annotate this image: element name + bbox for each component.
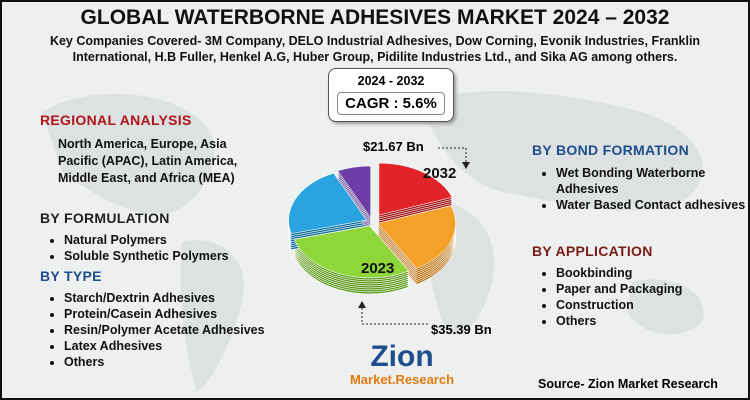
title: GLOBAL WATERBORNE ADHESIVES MARKET 2024 … [80, 6, 670, 29]
value-label: $21.67 Bn [363, 139, 424, 154]
cagr-period: 2024 - 2032 [357, 74, 425, 88]
list-item: Latex Adhesives [64, 338, 265, 354]
list-item: Construction [556, 297, 682, 313]
value-label: $35.39 Bn [431, 322, 492, 337]
section-title: BY FORMULATION [40, 210, 170, 226]
pie-slice [293, 225, 410, 279]
pie-slice [377, 205, 456, 269]
pie-slice [378, 162, 453, 216]
list-item: Resin/Polymer Acetate Adhesives [64, 322, 265, 338]
source: Source- Zion Market Research [538, 377, 718, 391]
list: Starch/Dextrin AdhesivesProtein/Casein A… [26, 290, 265, 370]
list: BookbindingPaper and PackagingConstructi… [518, 265, 682, 329]
section-title: BY TYPE [40, 268, 102, 284]
list-item: Paper and Packaging [556, 281, 682, 297]
list-item: Starch/Dextrin Adhesives [64, 290, 265, 306]
list: Natural PolymersSoluble Synthetic Polyme… [26, 232, 229, 264]
section-title: BY BOND FORMATION [532, 142, 690, 158]
pie-graphic [288, 162, 456, 295]
section-title: REGIONAL ANALYSIS [40, 112, 192, 128]
regional-text: North America, Europe, Asia Pacific (APA… [58, 137, 238, 185]
logo-name: Zion [370, 340, 434, 373]
slice-label: 2023 [361, 260, 395, 277]
subtitle: Key Companies Covered- 3M Company, DELO … [49, 34, 701, 64]
list-item: Water Based Contact adhesives [556, 197, 748, 213]
cagr-value: CAGR : 5.6% [337, 92, 445, 115]
slice-label: 2032 [423, 165, 457, 182]
connector [358, 301, 428, 325]
logo-sub: Market.Research [349, 372, 455, 387]
list-item: Natural Polymers [64, 232, 229, 248]
pie-slice [337, 165, 372, 219]
pie-slice [288, 172, 368, 235]
cagr-box: 2024 - 2032 CAGR : 5.6% [328, 68, 454, 122]
list: Wet Bonding Waterborne AdhesivesWater Ba… [518, 165, 748, 213]
section-title: BY APPLICATION [532, 243, 653, 259]
logo: Zion Market.Research [342, 340, 462, 388]
list-item: Protein/Casein Adhesives [64, 306, 265, 322]
list-item: Wet Bonding Waterborne Adhesives [556, 165, 748, 197]
list-item: Others [64, 354, 265, 370]
connector [438, 147, 470, 169]
list-item: Bookbinding [556, 265, 682, 281]
list-item: Soluble Synthetic Polymers [64, 248, 229, 264]
list-item: Others [556, 313, 682, 329]
